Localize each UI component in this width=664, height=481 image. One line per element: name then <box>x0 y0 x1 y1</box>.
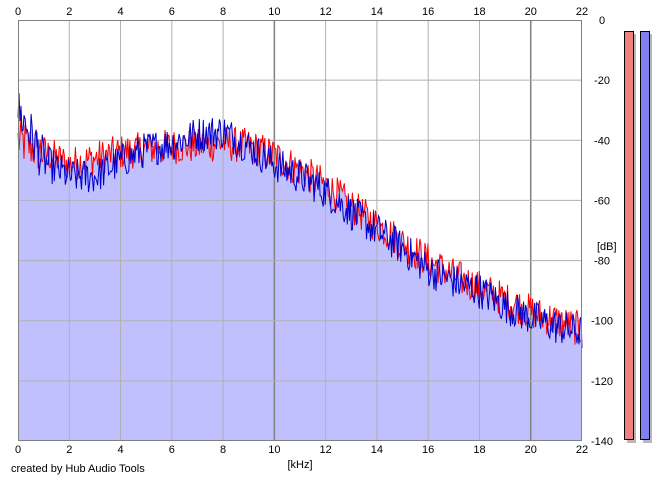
level-meters <box>624 31 652 443</box>
y-tick-label: -100 <box>591 316 613 328</box>
series-line-left <box>17 117 583 345</box>
x-tick-label-top: 2 <box>66 6 72 18</box>
y-tick-label: -40 <box>594 135 610 147</box>
x-tick-label-bottom: 6 <box>169 444 175 456</box>
x-tick-labels-top: 0 2 4 6 8 10 12 14 16 18 20 22 <box>15 6 588 18</box>
x-tick-label-bottom: 14 <box>371 444 383 456</box>
x-tick-label-bottom: 18 <box>473 444 485 456</box>
x-axis-label: [kHz] <box>287 459 312 471</box>
credit-text: created by Hub Audio Tools <box>11 463 145 475</box>
plot-frame <box>18 20 582 441</box>
x-tick-label-top: 18 <box>473 6 485 18</box>
spectrum-fill <box>18 93 582 441</box>
x-tick-label-bottom: 16 <box>422 444 434 456</box>
x-tick-label-top: 8 <box>220 6 226 18</box>
x-tick-label-top: 6 <box>169 6 175 18</box>
grid <box>18 20 582 441</box>
x-tick-label-bottom: 10 <box>268 444 280 456</box>
y-tick-label: 0 <box>599 15 605 27</box>
x-tick-label-bottom: 4 <box>117 444 123 456</box>
x-tick-label-bottom: 0 <box>15 444 21 456</box>
level-meter-left <box>624 31 634 440</box>
x-tick-label-top: 16 <box>422 6 434 18</box>
x-tick-label-top: 14 <box>371 6 383 18</box>
x-tick-label-top: 4 <box>117 6 123 18</box>
y-tick-label: -120 <box>591 376 613 388</box>
y-tick-label: -140 <box>591 436 613 448</box>
x-tick-label-top: 20 <box>525 6 537 18</box>
x-tick-label-bottom: 12 <box>320 444 332 456</box>
x-tick-label-top: 22 <box>576 6 588 18</box>
x-tick-label-bottom: 20 <box>525 444 537 456</box>
y-tick-label: -20 <box>594 75 610 87</box>
x-tick-label-top: 10 <box>268 6 280 18</box>
x-tick-label-bottom: 8 <box>220 444 226 456</box>
level-meter-right <box>640 31 650 440</box>
y-axis-label: [dB] <box>597 241 617 253</box>
spectrum-area <box>18 93 582 441</box>
x-tick-labels-bottom: 0 2 4 6 8 10 12 14 16 18 20 22 <box>15 444 588 456</box>
x-tick-label-bottom: 22 <box>576 444 588 456</box>
series-lines <box>17 92 583 349</box>
x-tick-label-bottom: 2 <box>66 444 72 456</box>
y-tick-labels: 0 -20 -40 -60 -80 -100 -120 -140 <box>591 15 613 448</box>
y-tick-label: -80 <box>594 256 610 268</box>
y-tick-label: -60 <box>594 195 610 207</box>
x-tick-label-top: 12 <box>320 6 332 18</box>
series-line-right <box>17 92 583 349</box>
x-tick-label-top: 0 <box>15 6 21 18</box>
